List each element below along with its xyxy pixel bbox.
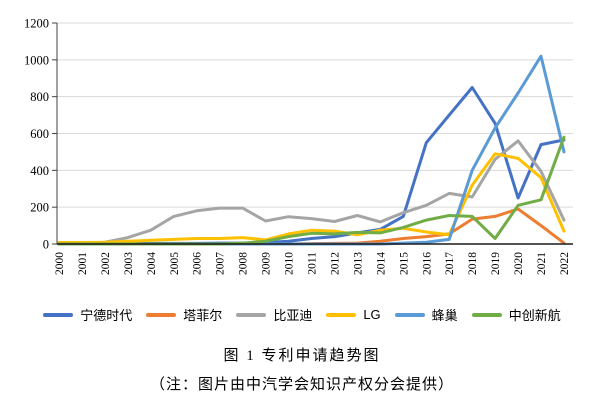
legend-swatch-svolt [394,312,425,317]
legend-label-lg: LG [363,307,381,322]
x-tick-label-2015: 2015 [398,252,410,275]
y-tick-label-200: 200 [30,201,49,215]
x-tick-label-2008: 2008 [238,252,250,275]
x-tick-label-2000: 2000 [54,252,66,275]
y-tick-label-1200: 1200 [24,17,49,31]
figure-note: （注：图片由中汽学会知识产权分会提供） [149,377,454,393]
x-tick-label-2007: 2007 [215,252,227,275]
legend-item-lg: LG [326,307,381,322]
x-tick-label-2012: 2012 [329,252,341,275]
x-tick-label-2011: 2011 [307,252,319,275]
x-tick-label-2006: 2006 [192,252,204,275]
x-tick-label-2010: 2010 [284,252,296,275]
x-tick-label-2020: 2020 [513,252,525,275]
x-tick-label-2014: 2014 [375,252,387,275]
legend-label-calb: 中创新航 [508,308,561,323]
x-tick-label-2002: 2002 [100,252,112,275]
axes [52,22,573,245]
x-tick-label-2005: 2005 [169,252,181,275]
y-tick-label-600: 600 [30,127,49,141]
x-tick-label-2022: 2022 [559,252,571,275]
legend-swatch-lg [326,312,357,317]
x-tick-label-2003: 2003 [123,252,135,275]
gridlines [57,22,573,208]
legend-swatch-catl [43,312,74,317]
legend-item-svolt: 蜂巢 [394,305,458,324]
legend-item-calb: 中创新航 [471,305,561,324]
legend-label-tafel: 塔菲尔 [183,308,223,323]
x-tick-label-2013: 2013 [352,252,364,275]
legend-item-byd: 比亚迪 [236,305,312,324]
series-line-calb [57,135,566,246]
axis-labels: 0 200 400 600 800 1000 1200 2000 2001 2002 2003 200… [24,17,571,276]
legend-label-catl: 宁德时代 [80,308,133,323]
x-tick-label-2018: 2018 [467,252,479,275]
figure-caption: 图 1 专利申请趋势图 [223,348,381,364]
y-tick-label-1000: 1000 [24,53,49,67]
series-line-byd [57,139,566,246]
legend-item-tafel: 塔菲尔 [146,305,222,324]
y-tick-label-400: 400 [30,164,49,178]
legend-swatch-tafel [146,312,177,317]
legend-label-svolt: 蜂巢 [431,308,458,323]
x-tick-label-2017: 2017 [444,252,456,275]
y-tick-label-800: 800 [30,90,49,104]
chart-legend: 宁德时代 塔菲尔 比亚迪 LG 蜂巢 中创新航 [0,305,604,324]
legend-swatch-calb [471,312,502,317]
series-line-lg [57,152,566,244]
legend-item-catl: 宁德时代 [43,305,132,324]
line-chart: 0 200 400 600 800 1000 1200 2000 2001 2002 2003 200… [24,17,573,276]
y-tick-label-0: 0 [43,238,49,252]
x-tick-label-2009: 2009 [261,252,273,275]
x-tick-label-2016: 2016 [421,252,433,275]
x-tick-label-2019: 2019 [490,252,502,275]
x-tick-label-2004: 2004 [146,252,158,275]
x-tick-label-2001: 2001 [77,252,89,275]
legend-swatch-byd [236,312,267,317]
legend-label-byd: 比亚迪 [273,308,313,323]
series-lines [57,54,566,246]
x-tick-label-2021: 2021 [536,252,548,275]
